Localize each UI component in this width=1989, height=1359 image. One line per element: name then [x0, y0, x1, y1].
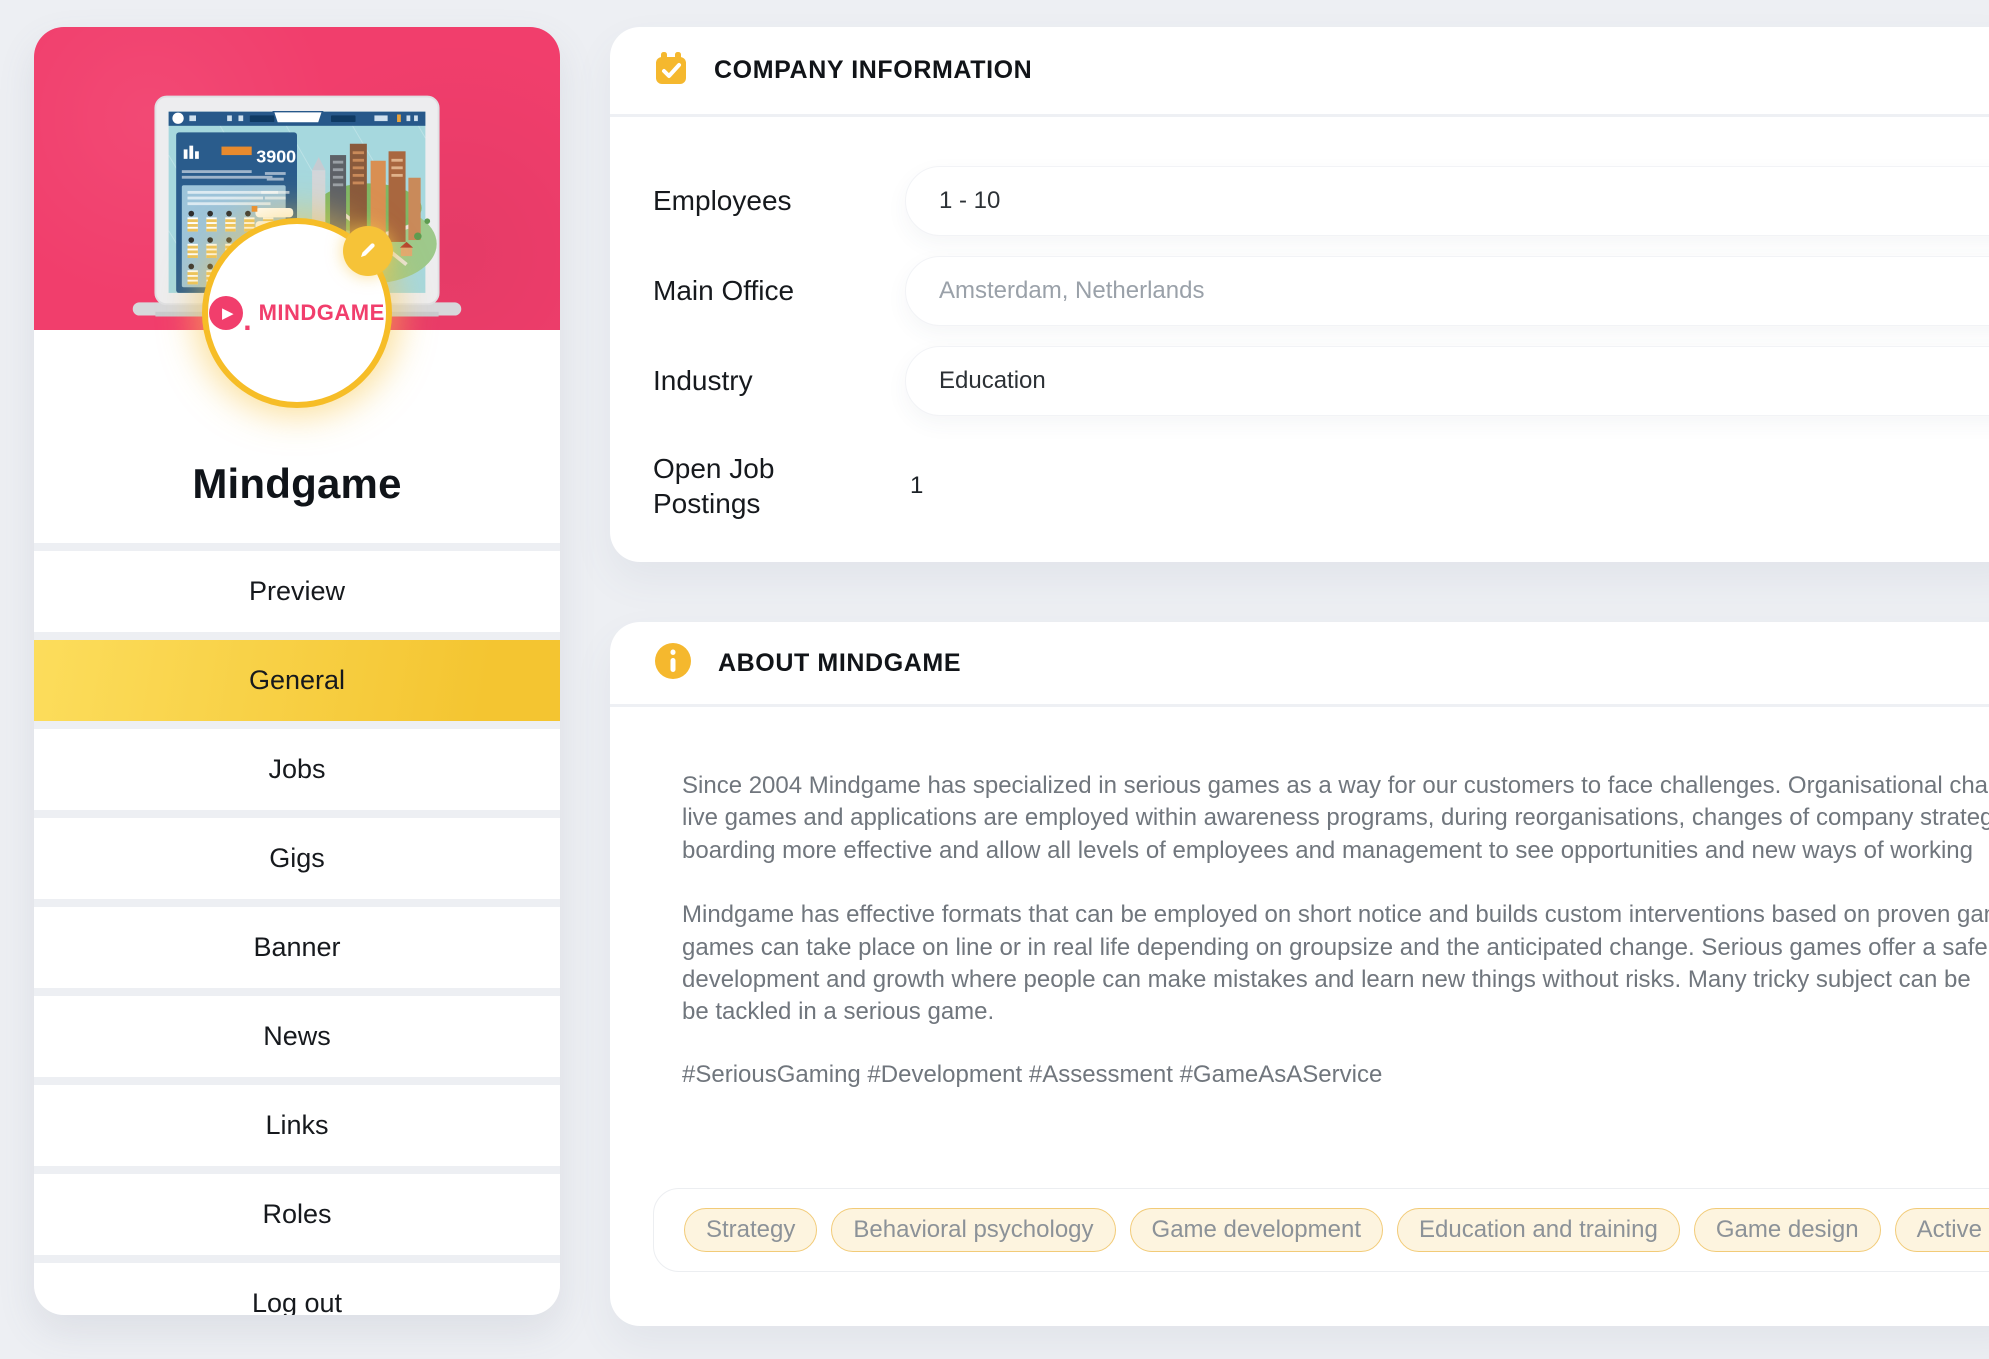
about-text-line: development and growth where people can … — [682, 966, 1971, 994]
screen-score: 3900 — [256, 147, 296, 167]
company-information-title: COMPANY INFORMATION — [714, 56, 1033, 84]
industry-label: Industry — [653, 365, 753, 396]
tag-strategy[interactable]: Strategy — [684, 1208, 818, 1252]
tag-active-learning[interactable]: Active learning — [1894, 1208, 1989, 1252]
main-office-input[interactable]: Amsterdam, Netherlands — [905, 256, 1989, 326]
sidebar-item-roles[interactable]: Roles — [34, 1174, 560, 1255]
company-information-card: COMPANY INFORMATION Employees 1 - 10 Mai… — [610, 27, 1989, 562]
sidebar-item-news[interactable]: News — [34, 996, 560, 1077]
main-office-label: Main Office — [653, 275, 795, 306]
about-text-line: be tackled in a serious game. — [682, 998, 995, 1026]
open-job-postings-value: 1 — [910, 472, 924, 499]
about-hashtags: #SeriousGaming #Development #Assessment … — [682, 1060, 1383, 1088]
about-text-line: Mindgame has effective formats that can … — [682, 901, 1989, 929]
field-row-main-office: Main Office Amsterdam, Netherlands — [610, 246, 1989, 336]
tag-game-design[interactable]: Game design — [1693, 1208, 1881, 1252]
tag-behavioral-psychology[interactable]: Behavioral psychology — [831, 1208, 1116, 1252]
company-information-body: Employees 1 - 10 Main Office Amsterdam, … — [610, 117, 1989, 536]
about-text-line: Since 2004 Mindgame has specialized in s… — [682, 772, 1989, 799]
about-paragraph-1: Since 2004 Mindgame has specialized in s… — [682, 770, 1989, 867]
tag-education-and-training[interactable]: Education and training — [1396, 1208, 1680, 1252]
sidebar-item-jobs[interactable]: Jobs — [34, 729, 560, 810]
calendar-check-icon — [653, 50, 689, 91]
sidebar-item-logout[interactable]: Log out — [34, 1263, 560, 1315]
info-icon — [653, 641, 693, 686]
about-text-line: games can take place on line or in real … — [682, 933, 1988, 961]
edit-profile-image-button[interactable] — [343, 226, 393, 276]
employees-label: Employees — [653, 185, 792, 216]
sidebar-item-links[interactable]: Links — [34, 1085, 560, 1166]
logo-wordmark: MINDGAME — [258, 300, 385, 325]
pencil-icon — [357, 239, 379, 264]
about-body: Since 2004 Mindgame has specialized in s… — [610, 707, 1989, 1089]
tag-game-development[interactable]: Game development — [1129, 1208, 1383, 1252]
sidebar-item-preview[interactable]: Preview — [34, 551, 560, 632]
field-row-open-job-postings: Open Job Postings 1 — [610, 436, 1989, 536]
industry-input[interactable]: Education — [905, 346, 1989, 416]
sidebar: 3900 — [34, 27, 560, 1315]
company-information-header: COMPANY INFORMATION — [610, 27, 1989, 117]
about-paragraph-2: Mindgame has effective formats that can … — [682, 899, 1989, 1029]
play-icon: ▶ — [209, 296, 244, 330]
sidebar-item-banner[interactable]: Banner — [34, 907, 560, 988]
about-card: ABOUT MINDGAME Since 2004 Mindgame has s… — [610, 622, 1989, 1326]
sidebar-title-block: Mindgame — [34, 330, 560, 543]
company-name: Mindgame — [192, 460, 402, 507]
employees-input[interactable]: 1 - 10 — [905, 166, 1989, 236]
field-row-industry: Industry Education — [610, 336, 1989, 426]
about-title: ABOUT MINDGAME — [718, 648, 962, 677]
sidebar-item-general[interactable]: General — [34, 640, 560, 721]
about-header: ABOUT MINDGAME — [610, 622, 1989, 707]
sidebar-item-gigs[interactable]: Gigs — [34, 818, 560, 899]
about-text-line: boarding more effective and allow all le… — [682, 836, 1973, 864]
sidebar-nav: Preview General Jobs Gigs Banner News Li… — [34, 543, 560, 1315]
company-logo: ▶ . MINDGAME — [209, 296, 385, 337]
logo-dot: . — [243, 304, 252, 337]
skill-tags-container: Strategy Behavioral psychology Game deve… — [653, 1188, 1989, 1272]
field-row-employees: Employees 1 - 10 — [610, 156, 1989, 246]
about-text-line: live games and applications are employed… — [682, 804, 1989, 832]
open-job-postings-label: Open Job Postings — [653, 453, 775, 519]
